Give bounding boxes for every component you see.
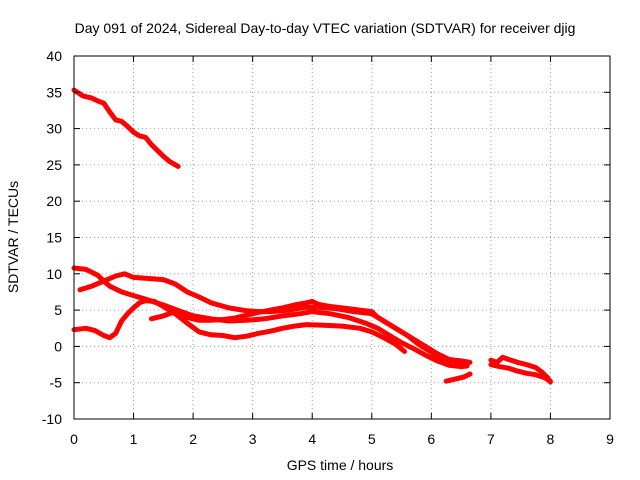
x-tick-label: 8 xyxy=(547,431,555,447)
tick-layer xyxy=(73,55,611,420)
series-line-trace-6 xyxy=(443,371,473,384)
y-tick-label: 40 xyxy=(46,48,62,64)
y-tick-label: -5 xyxy=(50,375,63,391)
y-axis-label: SDTVAR / TECUs xyxy=(5,181,21,293)
x-tick-label: 6 xyxy=(427,431,435,447)
grid-layer xyxy=(74,56,610,419)
x-tick-label: 9 xyxy=(606,431,614,447)
series-line-trace-1 xyxy=(71,87,181,169)
y-tick-label: 30 xyxy=(46,121,62,137)
x-tick-label: 3 xyxy=(249,431,257,447)
x-axis-label: GPS time / hours xyxy=(287,457,394,473)
tick-label-layer: 0 1 2 3 4 5 6 7 8 9 -10 -5 0 5 10 15 20 25 30 35 40 xyxy=(42,48,614,447)
y-tick-label: 20 xyxy=(46,193,62,209)
y-tick-label: 15 xyxy=(46,230,62,246)
x-tick-label: 4 xyxy=(308,431,316,447)
series-line-trace-4 xyxy=(71,298,407,354)
y-tick-label: 0 xyxy=(54,338,62,354)
chart-title: Day 091 of 2024, Sidereal Day-to-day VTE… xyxy=(75,20,576,36)
y-tick-label: 10 xyxy=(46,266,62,282)
series-line-trace-2 xyxy=(71,265,470,370)
series-line-trace-8 xyxy=(488,362,553,384)
x-tick-label: 2 xyxy=(189,431,197,447)
x-tick-label: 1 xyxy=(130,431,138,447)
y-tick-label: 35 xyxy=(46,84,62,100)
y-tick-label: 5 xyxy=(54,302,62,318)
y-tick-label: -10 xyxy=(42,411,62,427)
x-tick-label: 5 xyxy=(368,431,376,447)
x-tick-label: 0 xyxy=(70,431,78,447)
series-layer xyxy=(71,87,553,385)
x-tick-label: 7 xyxy=(487,431,495,447)
y-tick-label: 25 xyxy=(46,157,62,173)
series-line-trace-7 xyxy=(488,354,553,385)
series-line-trace-5 xyxy=(148,298,473,365)
